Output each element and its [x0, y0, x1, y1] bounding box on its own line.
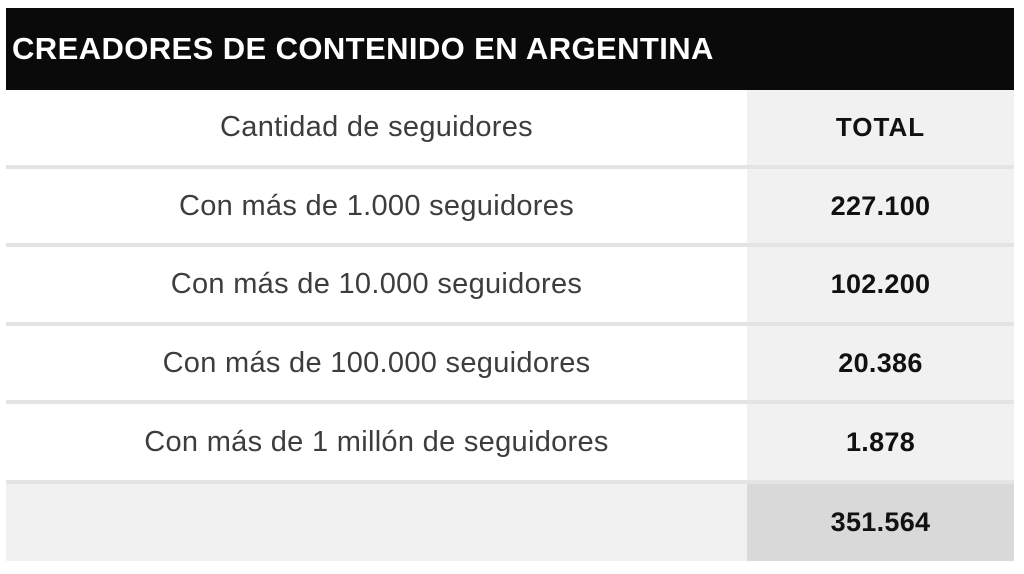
table-title: CREADORES DE CONTENIDO EN ARGENTINA [12, 31, 714, 66]
row-separator [6, 243, 1014, 247]
header-label-cell: Cantidad de seguidores [6, 90, 747, 165]
grand-total-value-cell: 351.564 [747, 484, 1014, 561]
grand-total-value: 351.564 [830, 507, 931, 537]
row-separator [6, 480, 1014, 484]
grand-total-empty-cell [6, 484, 747, 561]
table-title-bar: CREADORES DE CONTENIDO EN ARGENTINA [6, 8, 1014, 90]
row-label-cell: Con más de 1.000 seguidores [6, 169, 747, 243]
row-separator [6, 322, 1014, 326]
row-label-cell: Con más de 10.000 seguidores [6, 247, 747, 322]
row-value: 227.100 [830, 190, 931, 221]
row-value: 102.200 [830, 269, 931, 299]
header-label: Cantidad de seguidores [220, 111, 533, 143]
row-value-cell: 227.100 [747, 169, 1014, 243]
header-row: Cantidad de seguidores TOTAL [6, 90, 1014, 165]
row-separator [6, 400, 1014, 404]
table-row: Con más de 100.000 seguidores 20.386 [6, 326, 1014, 400]
row-value-cell: 102.200 [747, 247, 1014, 322]
row-value: 1.878 [845, 426, 916, 457]
header-total-cell: TOTAL [747, 90, 1014, 165]
row-label: Con más de 1.000 seguidores [178, 189, 574, 222]
row-label: Con más de 100.000 seguidores [162, 346, 591, 379]
row-label-cell: Con más de 100.000 seguidores [6, 326, 747, 400]
grand-total-row: 351.564 [6, 484, 1014, 561]
header-total-label: TOTAL [835, 112, 926, 142]
row-separator [6, 165, 1014, 169]
row-label: Con más de 10.000 seguidores [170, 268, 583, 300]
table-row: Con más de 10.000 seguidores 102.200 [6, 247, 1014, 322]
row-label: Con más de 1 millón de seguidores [144, 425, 609, 458]
row-value-cell: 1.878 [747, 404, 1014, 480]
row-label-cell: Con más de 1 millón de seguidores [6, 404, 747, 480]
row-value-cell: 20.386 [747, 326, 1014, 400]
table-row: Con más de 1 millón de seguidores 1.878 [6, 404, 1014, 480]
row-value: 20.386 [838, 347, 923, 378]
creators-table: CREADORES DE CONTENIDO EN ARGENTINA Cant… [6, 8, 1014, 561]
table-row: Con más de 1.000 seguidores 227.100 [6, 169, 1014, 243]
